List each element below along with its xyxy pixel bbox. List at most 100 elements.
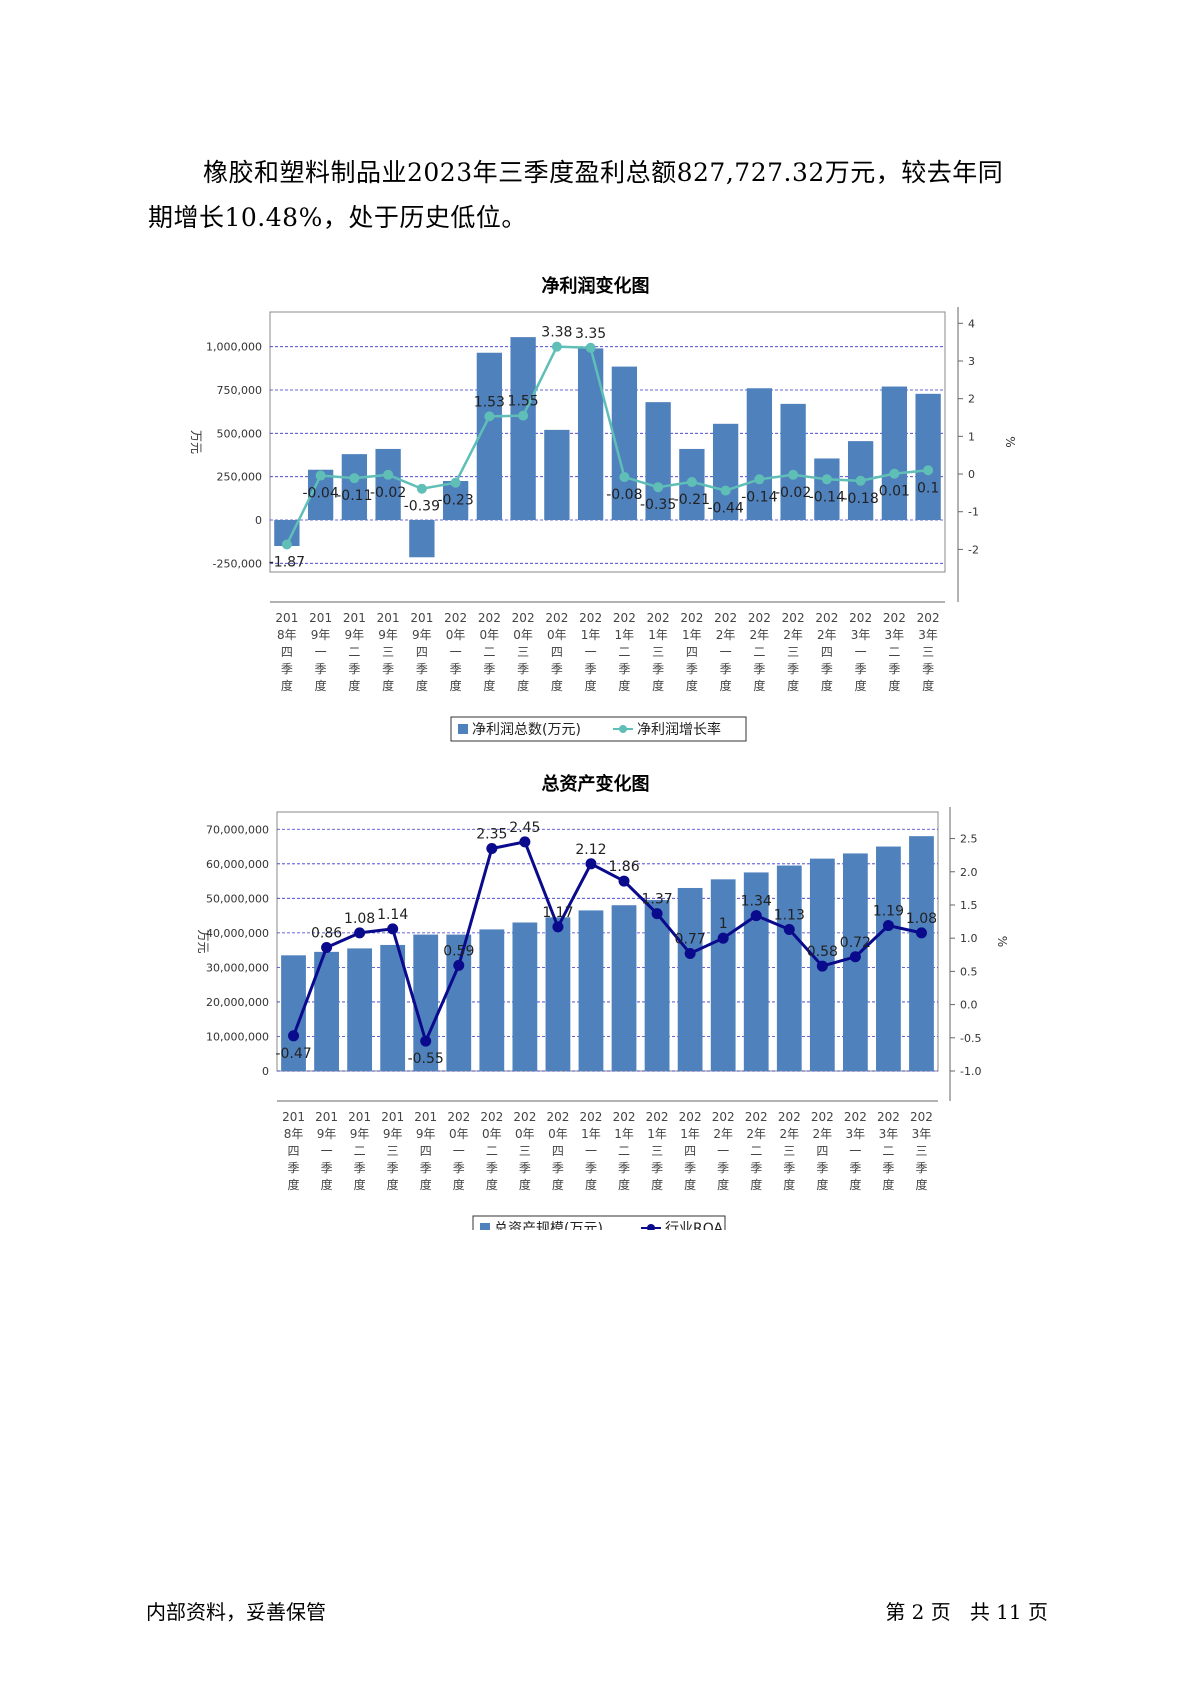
data-label: -0.23 <box>438 493 474 509</box>
bar <box>710 879 736 1071</box>
x-tick-label: 202 2年三季度 <box>778 1110 801 1192</box>
y2-tick-label: 3 <box>968 355 975 368</box>
x-tick-label: 201 8年四季度 <box>275 611 298 693</box>
y-axis-label: 万元 <box>196 929 210 953</box>
line-point <box>420 1035 432 1047</box>
data-label: -0.44 <box>708 501 744 517</box>
x-tick-label: 202 1年四季度 <box>679 1110 702 1192</box>
line-point <box>882 920 894 932</box>
data-label: 1 <box>719 916 728 932</box>
x-tick-label: 202 1年二季度 <box>613 1110 636 1192</box>
y2-tick-label: 0 <box>968 468 975 481</box>
x-tick-label: 201 9年四季度 <box>410 611 433 693</box>
line-point <box>484 411 495 422</box>
bar <box>380 944 406 1071</box>
line-point <box>717 932 729 944</box>
bar <box>644 900 670 1071</box>
line-point <box>653 482 664 493</box>
bar <box>876 846 901 1071</box>
y2-tick-label: 2 <box>968 393 975 406</box>
x-tick-label: 202 0年一季度 <box>447 1110 470 1192</box>
footer-page-number: 第 2 页 共 11 页 <box>885 1600 1048 1624</box>
data-label: 1.55 <box>508 394 539 410</box>
bar <box>341 454 368 520</box>
bar <box>545 917 571 1071</box>
bar <box>578 910 604 1071</box>
data-label: 1.14 <box>377 907 408 923</box>
line-point <box>720 485 731 496</box>
x-tick-label: 202 1年三季度 <box>647 611 670 693</box>
x-tick-label: 202 1年一季度 <box>579 611 602 693</box>
x-tick-label: 202 3年三季度 <box>910 1110 933 1192</box>
y-tick-label: -250,000 <box>213 557 262 570</box>
data-label: 3.35 <box>575 326 606 342</box>
data-label: -0.08 <box>606 487 642 503</box>
y-tick-label: 10,000,000 <box>206 1030 269 1043</box>
bar <box>645 402 671 520</box>
bar <box>743 872 769 1071</box>
legend-box <box>472 1215 726 1230</box>
line-point <box>684 947 696 959</box>
x-tick-label: 202 1年二季度 <box>613 611 636 693</box>
line-point <box>387 923 399 935</box>
y-tick-label: 60,000,000 <box>206 858 269 871</box>
data-label: 2.12 <box>575 842 606 858</box>
bar <box>881 386 908 520</box>
line-point <box>783 924 795 936</box>
x-tick-label: 202 2年四季度 <box>815 611 838 693</box>
bar <box>611 905 637 1071</box>
y-tick-label: 40,000,000 <box>206 927 269 940</box>
y-axis-label: 万元 <box>189 430 203 454</box>
y2-tick-label: -0.5 <box>960 1032 981 1045</box>
line-point <box>585 342 596 353</box>
data-label: -0.18 <box>843 491 879 507</box>
bar <box>446 934 472 1071</box>
y2-tick-label: 1.5 <box>960 899 978 912</box>
bar <box>510 337 536 520</box>
legend-box <box>450 716 747 742</box>
y2-tick-label: 2.5 <box>960 833 978 846</box>
data-label: 1.37 <box>641 892 672 908</box>
x-tick-label: 202 2年二季度 <box>745 1110 768 1192</box>
x-tick-label: 202 0年三季度 <box>513 1110 536 1192</box>
data-label: -0.35 <box>640 497 676 513</box>
y2-tick-label: 1 <box>968 430 975 443</box>
y-tick-label: 0 <box>262 1065 269 1078</box>
x-tick-label: 202 0年二季度 <box>480 1110 503 1192</box>
bar <box>909 836 934 1071</box>
data-label: -0.02 <box>370 485 406 501</box>
x-tick-label: 202 0年三季度 <box>512 611 535 693</box>
line-point <box>788 469 799 480</box>
line-point <box>315 470 326 481</box>
line-point <box>619 472 630 483</box>
legend-line-label: 行业ROA <box>665 1221 724 1230</box>
line-point <box>855 475 866 486</box>
data-label: 0.1 <box>917 480 939 496</box>
line-point <box>349 473 360 484</box>
bar <box>577 348 604 520</box>
x-tick-label: 202 0年一季度 <box>444 611 467 693</box>
bar <box>479 929 505 1071</box>
data-label: 1.08 <box>906 911 937 927</box>
y2-tick-label: -1 <box>968 506 979 519</box>
data-label: 1.08 <box>344 911 375 927</box>
data-label: 0.72 <box>840 935 871 951</box>
data-label: -0.04 <box>303 486 339 502</box>
x-tick-label: 202 0年四季度 <box>546 1110 569 1192</box>
y-tick-label: 250,000 <box>217 471 263 484</box>
data-label: 0.59 <box>443 943 474 959</box>
net-profit-chart: -250,000 0 250,000 500,000 750,000 1,000,000 -… <box>189 307 1017 742</box>
x-tick-label: 201 9年四季度 <box>414 1110 437 1192</box>
x-tick-label: 202 3年二季度 <box>883 611 906 693</box>
bar <box>677 887 703 1071</box>
data-label: 0.77 <box>675 931 706 947</box>
data-label: -0.55 <box>408 1051 444 1067</box>
bar <box>780 403 806 520</box>
x-tick-label: 202 2年一季度 <box>712 1110 735 1192</box>
line-point <box>450 477 461 488</box>
data-label: -0.39 <box>404 499 440 515</box>
y2-axis-label: % <box>995 936 1009 947</box>
data-label: 0.01 <box>879 484 910 500</box>
line-point <box>453 959 465 971</box>
data-label: 3.38 <box>541 325 572 341</box>
